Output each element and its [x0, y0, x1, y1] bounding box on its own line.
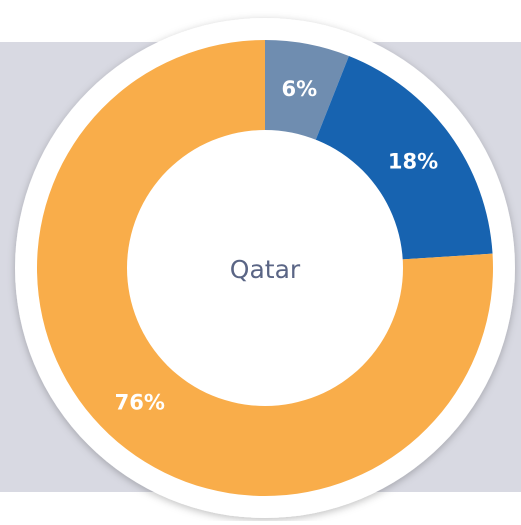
- slice-label: 6%: [281, 77, 317, 101]
- donut-hole: [127, 130, 403, 406]
- slice-label: 18%: [388, 149, 438, 173]
- slice-label: 76%: [115, 390, 165, 414]
- center-label: Qatar: [230, 255, 301, 284]
